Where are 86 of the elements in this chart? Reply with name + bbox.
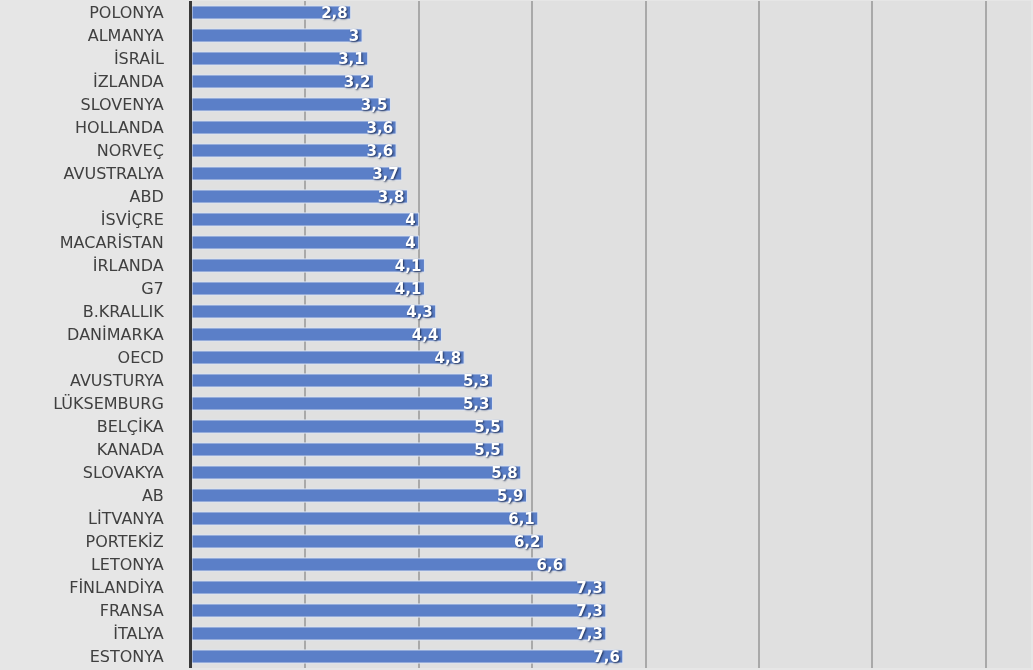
y-tick-label: İSVİÇRE xyxy=(100,210,164,230)
y-tick-label: BELÇİKA xyxy=(96,417,164,437)
data-label: 5,5 xyxy=(474,417,501,436)
bar xyxy=(192,442,505,457)
data-label: 3,5 xyxy=(360,95,388,114)
y-tick-label: AB xyxy=(141,486,164,506)
y-tick-label: DANİMARKA xyxy=(67,325,164,345)
y-tick-label: SLOVENYA xyxy=(80,95,164,115)
y-tick-label: İZLANDA xyxy=(92,72,164,92)
data-label: 5,3 xyxy=(462,371,490,390)
bar xyxy=(192,396,493,411)
y-tick-label: OECD xyxy=(117,348,164,368)
bar xyxy=(192,258,425,273)
data-label: 6,2 xyxy=(513,532,541,551)
bar xyxy=(192,649,624,664)
bar xyxy=(192,580,607,595)
bar xyxy=(192,189,408,204)
bar xyxy=(192,74,374,89)
data-label: 5,8 xyxy=(491,463,518,482)
bar xyxy=(192,143,397,158)
data-label: 4,1 xyxy=(394,256,422,275)
bar xyxy=(192,534,544,549)
bar xyxy=(192,603,607,618)
data-label: 7,3 xyxy=(576,601,603,620)
bar xyxy=(192,166,403,181)
bar xyxy=(192,28,363,43)
y-tick-label: PORTEKİZ xyxy=(85,532,164,552)
y-tick-label: LÜKSEMBURG xyxy=(53,394,164,414)
y-tick-label: SLOVAKYA xyxy=(82,463,164,483)
bar xyxy=(192,235,420,250)
bar xyxy=(192,626,607,641)
y-tick-label: AVUSTURYA xyxy=(70,371,164,391)
data-label: 7,3 xyxy=(576,624,603,643)
bar xyxy=(192,488,527,503)
bar xyxy=(192,281,425,296)
data-label: 5,5 xyxy=(474,440,501,459)
bar xyxy=(192,212,420,227)
data-label: 3,2 xyxy=(343,72,371,91)
bar xyxy=(192,511,539,526)
y-tick-label: LİTVANYA xyxy=(88,509,164,529)
y-tick-label: AVUSTRALYA xyxy=(63,164,164,184)
data-label: 3 xyxy=(348,26,360,45)
y-tick-label: FRANSA xyxy=(99,601,164,621)
bar xyxy=(192,51,369,66)
data-label: 3,6 xyxy=(366,141,394,160)
data-label: 5,3 xyxy=(462,394,490,413)
bar xyxy=(192,465,522,480)
bar xyxy=(192,419,505,434)
bar xyxy=(192,557,567,572)
data-label: 4 xyxy=(405,210,416,229)
data-label: 2,8 xyxy=(321,3,348,22)
y-tick-label: İTALYA xyxy=(113,624,164,644)
data-label: 5,9 xyxy=(496,486,524,505)
bar xyxy=(192,373,493,388)
y-tick-label: NORVEÇ xyxy=(96,141,164,161)
data-label: 4,1 xyxy=(394,279,422,298)
data-label: 4 xyxy=(405,233,416,252)
data-label: 6,6 xyxy=(536,555,564,574)
data-label: 4,8 xyxy=(434,348,462,367)
data-label: 3,8 xyxy=(377,187,405,206)
y-tick-label: HOLLANDA xyxy=(75,118,164,138)
bar xyxy=(192,327,442,342)
y-tick-label: ALMANYA xyxy=(87,26,164,46)
y-tick-label: LETONYA xyxy=(90,555,164,575)
y-tick-label: ESTONYA xyxy=(89,647,164,667)
bar xyxy=(192,120,397,135)
y-tick-label: G7 xyxy=(141,279,164,299)
y-tick-label: KANADA xyxy=(96,440,164,460)
y-tick-label: İSRAİL xyxy=(113,49,164,69)
bar xyxy=(192,350,465,365)
data-label: 3,1 xyxy=(338,49,365,68)
data-label: 7,6 xyxy=(593,647,620,666)
y-tick-label: POLONYA xyxy=(89,3,164,23)
data-label: 4,4 xyxy=(411,325,439,344)
bar xyxy=(192,97,391,112)
y-tick-label: İRLANDA xyxy=(92,256,164,276)
bar xyxy=(192,304,437,319)
y-tick-label: FİNLANDİYA xyxy=(69,578,164,598)
y-tick-label: MACARİSTAN xyxy=(59,233,164,253)
data-label: 6,1 xyxy=(508,509,535,528)
data-label: 4,3 xyxy=(406,302,433,321)
data-label: 7,3 xyxy=(576,578,603,597)
y-tick-label: ABD xyxy=(129,187,164,207)
y-tick-label: B.KRALLIK xyxy=(82,302,165,322)
data-label: 3,6 xyxy=(366,118,394,137)
data-label: 3,7 xyxy=(372,164,399,183)
